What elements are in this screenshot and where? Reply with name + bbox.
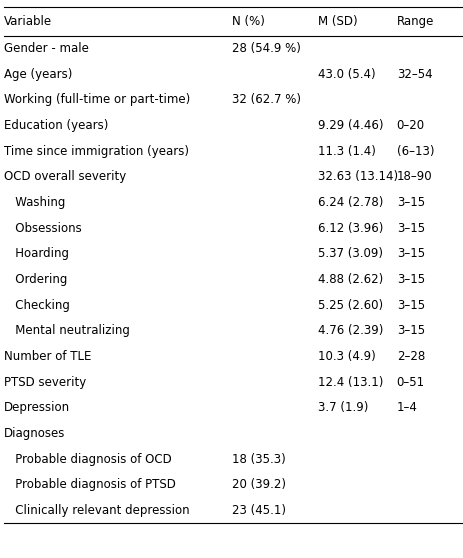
Text: Education (years): Education (years) xyxy=(4,119,108,132)
Text: 9.29 (4.46): 9.29 (4.46) xyxy=(317,119,382,132)
Text: Checking: Checking xyxy=(4,299,69,312)
Text: Age (years): Age (years) xyxy=(4,68,72,81)
Text: 3.7 (1.9): 3.7 (1.9) xyxy=(317,401,368,415)
Text: 10.3 (4.9): 10.3 (4.9) xyxy=(317,350,375,363)
Text: 20 (39.2): 20 (39.2) xyxy=(232,478,285,492)
Text: 0–20: 0–20 xyxy=(396,119,424,132)
Text: 23 (45.1): 23 (45.1) xyxy=(232,504,285,517)
Text: 12.4 (13.1): 12.4 (13.1) xyxy=(317,376,382,389)
Text: 5.37 (3.09): 5.37 (3.09) xyxy=(317,247,382,261)
Text: N (%): N (%) xyxy=(232,15,264,28)
Text: Hoarding: Hoarding xyxy=(4,247,69,261)
Text: 2–28: 2–28 xyxy=(396,350,424,363)
Text: 32 (62.7 %): 32 (62.7 %) xyxy=(232,93,300,107)
Text: 43.0 (5.4): 43.0 (5.4) xyxy=(317,68,375,81)
Text: Working (full-time or part-time): Working (full-time or part-time) xyxy=(4,93,189,107)
Text: 3–15: 3–15 xyxy=(396,299,424,312)
Text: 6.24 (2.78): 6.24 (2.78) xyxy=(317,196,382,209)
Text: Number of TLE: Number of TLE xyxy=(4,350,91,363)
Text: Probable diagnosis of PTSD: Probable diagnosis of PTSD xyxy=(4,478,175,492)
Text: 3–15: 3–15 xyxy=(396,273,424,286)
Text: M (SD): M (SD) xyxy=(317,15,357,28)
Text: 11.3 (1.4): 11.3 (1.4) xyxy=(317,145,375,158)
Text: Diagnoses: Diagnoses xyxy=(4,427,65,440)
Text: 0–51: 0–51 xyxy=(396,376,424,389)
Text: 5.25 (2.60): 5.25 (2.60) xyxy=(317,299,382,312)
Text: PTSD severity: PTSD severity xyxy=(4,376,86,389)
Text: 3–15: 3–15 xyxy=(396,324,424,338)
Text: Gender - male: Gender - male xyxy=(4,42,88,55)
Text: 18 (35.3): 18 (35.3) xyxy=(232,453,285,466)
Text: Probable diagnosis of OCD: Probable diagnosis of OCD xyxy=(4,453,171,466)
Text: Variable: Variable xyxy=(4,15,52,28)
Text: Depression: Depression xyxy=(4,401,70,415)
Text: Obsessions: Obsessions xyxy=(4,222,81,235)
Text: 3–15: 3–15 xyxy=(396,222,424,235)
Text: Clinically relevant depression: Clinically relevant depression xyxy=(4,504,189,517)
Text: OCD overall severity: OCD overall severity xyxy=(4,170,125,184)
Text: 18–90: 18–90 xyxy=(396,170,432,184)
Text: Time since immigration (years): Time since immigration (years) xyxy=(4,145,188,158)
Text: 4.76 (2.39): 4.76 (2.39) xyxy=(317,324,382,338)
Text: 1–4: 1–4 xyxy=(396,401,417,415)
Text: 3–15: 3–15 xyxy=(396,196,424,209)
Text: (6–13): (6–13) xyxy=(396,145,433,158)
Text: Mental neutralizing: Mental neutralizing xyxy=(4,324,129,338)
Text: Range: Range xyxy=(396,15,433,28)
Text: Washing: Washing xyxy=(4,196,65,209)
Text: 6.12 (3.96): 6.12 (3.96) xyxy=(317,222,382,235)
Text: 28 (54.9 %): 28 (54.9 %) xyxy=(232,42,300,55)
Text: 32–54: 32–54 xyxy=(396,68,432,81)
Text: 32.63 (13.14): 32.63 (13.14) xyxy=(317,170,397,184)
Text: 4.88 (2.62): 4.88 (2.62) xyxy=(317,273,382,286)
Text: 3–15: 3–15 xyxy=(396,247,424,261)
Text: Ordering: Ordering xyxy=(4,273,67,286)
